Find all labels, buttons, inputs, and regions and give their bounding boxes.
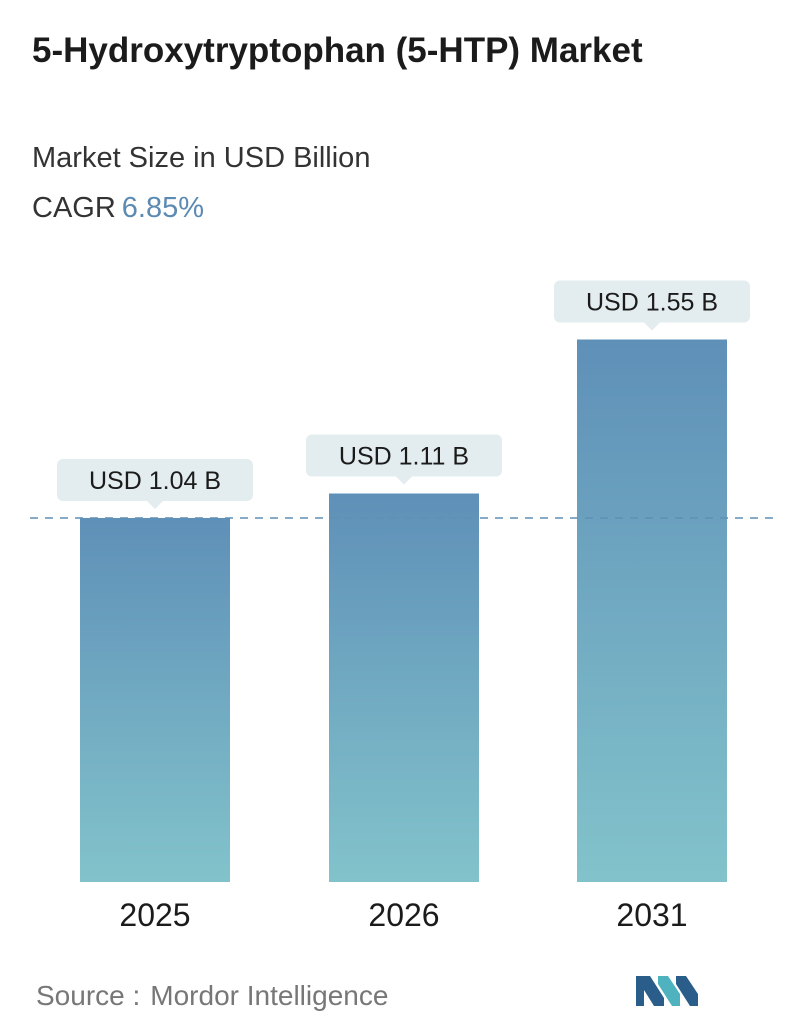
source-label: Source :	[36, 980, 141, 1011]
data-label-text: USD 1.04 B	[89, 467, 221, 495]
mordor-intelligence-logo	[636, 976, 698, 1006]
data-label-pointer	[396, 476, 412, 485]
x-tick-label-2026: 2026	[368, 897, 439, 933]
data-label-bubble	[57, 459, 253, 501]
data-label-2031: USD 1.55 B	[554, 280, 750, 331]
cagr-label: CAGR	[32, 192, 116, 224]
data-label-2025: USD 1.04 B	[57, 459, 253, 509]
data-label-bubble	[306, 434, 502, 477]
source-attribution: Source : Mordor Intelligence	[36, 978, 388, 1014]
bar-2026	[329, 493, 479, 882]
data-label-text: USD 1.55 B	[586, 289, 718, 317]
x-tick-label-2025: 2025	[119, 897, 190, 933]
data-label-pointer	[147, 501, 163, 509]
bar-2031	[577, 339, 727, 882]
data-label-bubble	[554, 280, 750, 323]
data-label-text: USD 1.11 B	[339, 443, 469, 471]
source-name: Mordor Intelligence	[150, 980, 389, 1011]
cagr: CAGR 6.85%	[32, 189, 204, 227]
cagr-value: 6.85%	[121, 192, 205, 224]
x-tick-label-2031: 2031	[616, 897, 687, 933]
data-label-2026: USD 1.11 B	[306, 434, 502, 485]
chart-title: 5-Hydroxytryptophan (5-HTP) Market	[32, 31, 643, 70]
chart-subtitle: Market Size in USD Billion	[32, 142, 371, 174]
bar-2025	[80, 518, 230, 882]
data-label-pointer	[644, 322, 660, 331]
